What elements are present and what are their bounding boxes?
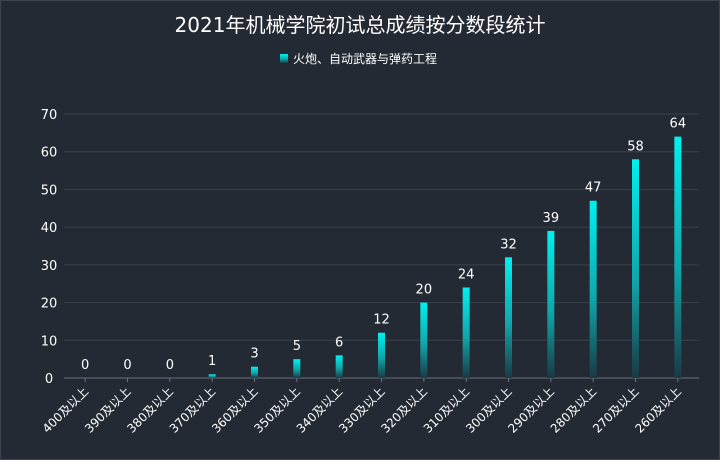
legend-swatch: [280, 54, 288, 63]
y-tick-label: 70: [41, 108, 58, 123]
x-tick-label: 260及以上: [632, 384, 684, 436]
gridlines: [64, 113, 699, 379]
bar[interactable]: [462, 287, 470, 378]
data-label: 1: [208, 354, 216, 369]
legend-label: 火炮、自动武器与弹药工程: [293, 51, 437, 66]
y-tick-label: 60: [41, 146, 58, 161]
bar[interactable]: [293, 359, 301, 378]
bar[interactable]: [632, 159, 639, 378]
bar[interactable]: [208, 374, 216, 378]
data-labels: 0 0 0 1 3 5 6 12 20 24 32 39 47 58 64: [81, 117, 686, 373]
y-axis: 0 10 20 30 40 50 60 70: [41, 108, 58, 387]
y-tick-label: 0: [45, 372, 53, 387]
bar-series: [208, 136, 682, 378]
chart-title: 2021年机械学院初试总成绩按分数段统计: [175, 13, 546, 37]
bar[interactable]: [335, 355, 343, 378]
data-label: 47: [585, 181, 602, 196]
data-label: 3: [250, 347, 258, 362]
data-label: 20: [416, 283, 433, 298]
data-label: 64: [670, 117, 687, 132]
data-label: 24: [458, 267, 475, 282]
y-tick-label: 10: [41, 334, 58, 349]
y-tick-label: 50: [41, 183, 58, 198]
data-label: 58: [627, 139, 644, 154]
y-tick-label: 30: [41, 259, 58, 274]
bar[interactable]: [251, 366, 258, 378]
data-label: 6: [335, 335, 343, 350]
bar[interactable]: [378, 332, 385, 378]
bar[interactable]: [420, 302, 428, 378]
legend[interactable]: 火炮、自动武器与弹药工程: [280, 51, 437, 66]
data-label: 0: [123, 358, 131, 373]
bar[interactable]: [589, 200, 597, 378]
y-tick-label: 40: [41, 221, 58, 236]
data-label: 39: [543, 211, 560, 226]
data-label: 32: [500, 237, 517, 252]
data-label: 5: [293, 339, 301, 354]
bar[interactable]: [674, 136, 682, 378]
bar[interactable]: [505, 257, 512, 378]
y-tick-label: 20: [41, 297, 58, 312]
data-label: 0: [166, 358, 174, 373]
data-label: 12: [373, 313, 390, 328]
data-label: 0: [81, 358, 89, 373]
bar[interactable]: [547, 230, 555, 378]
x-axis: 400及以上390及以上380及以上370及以上360及以上350及以上340及…: [40, 378, 684, 436]
